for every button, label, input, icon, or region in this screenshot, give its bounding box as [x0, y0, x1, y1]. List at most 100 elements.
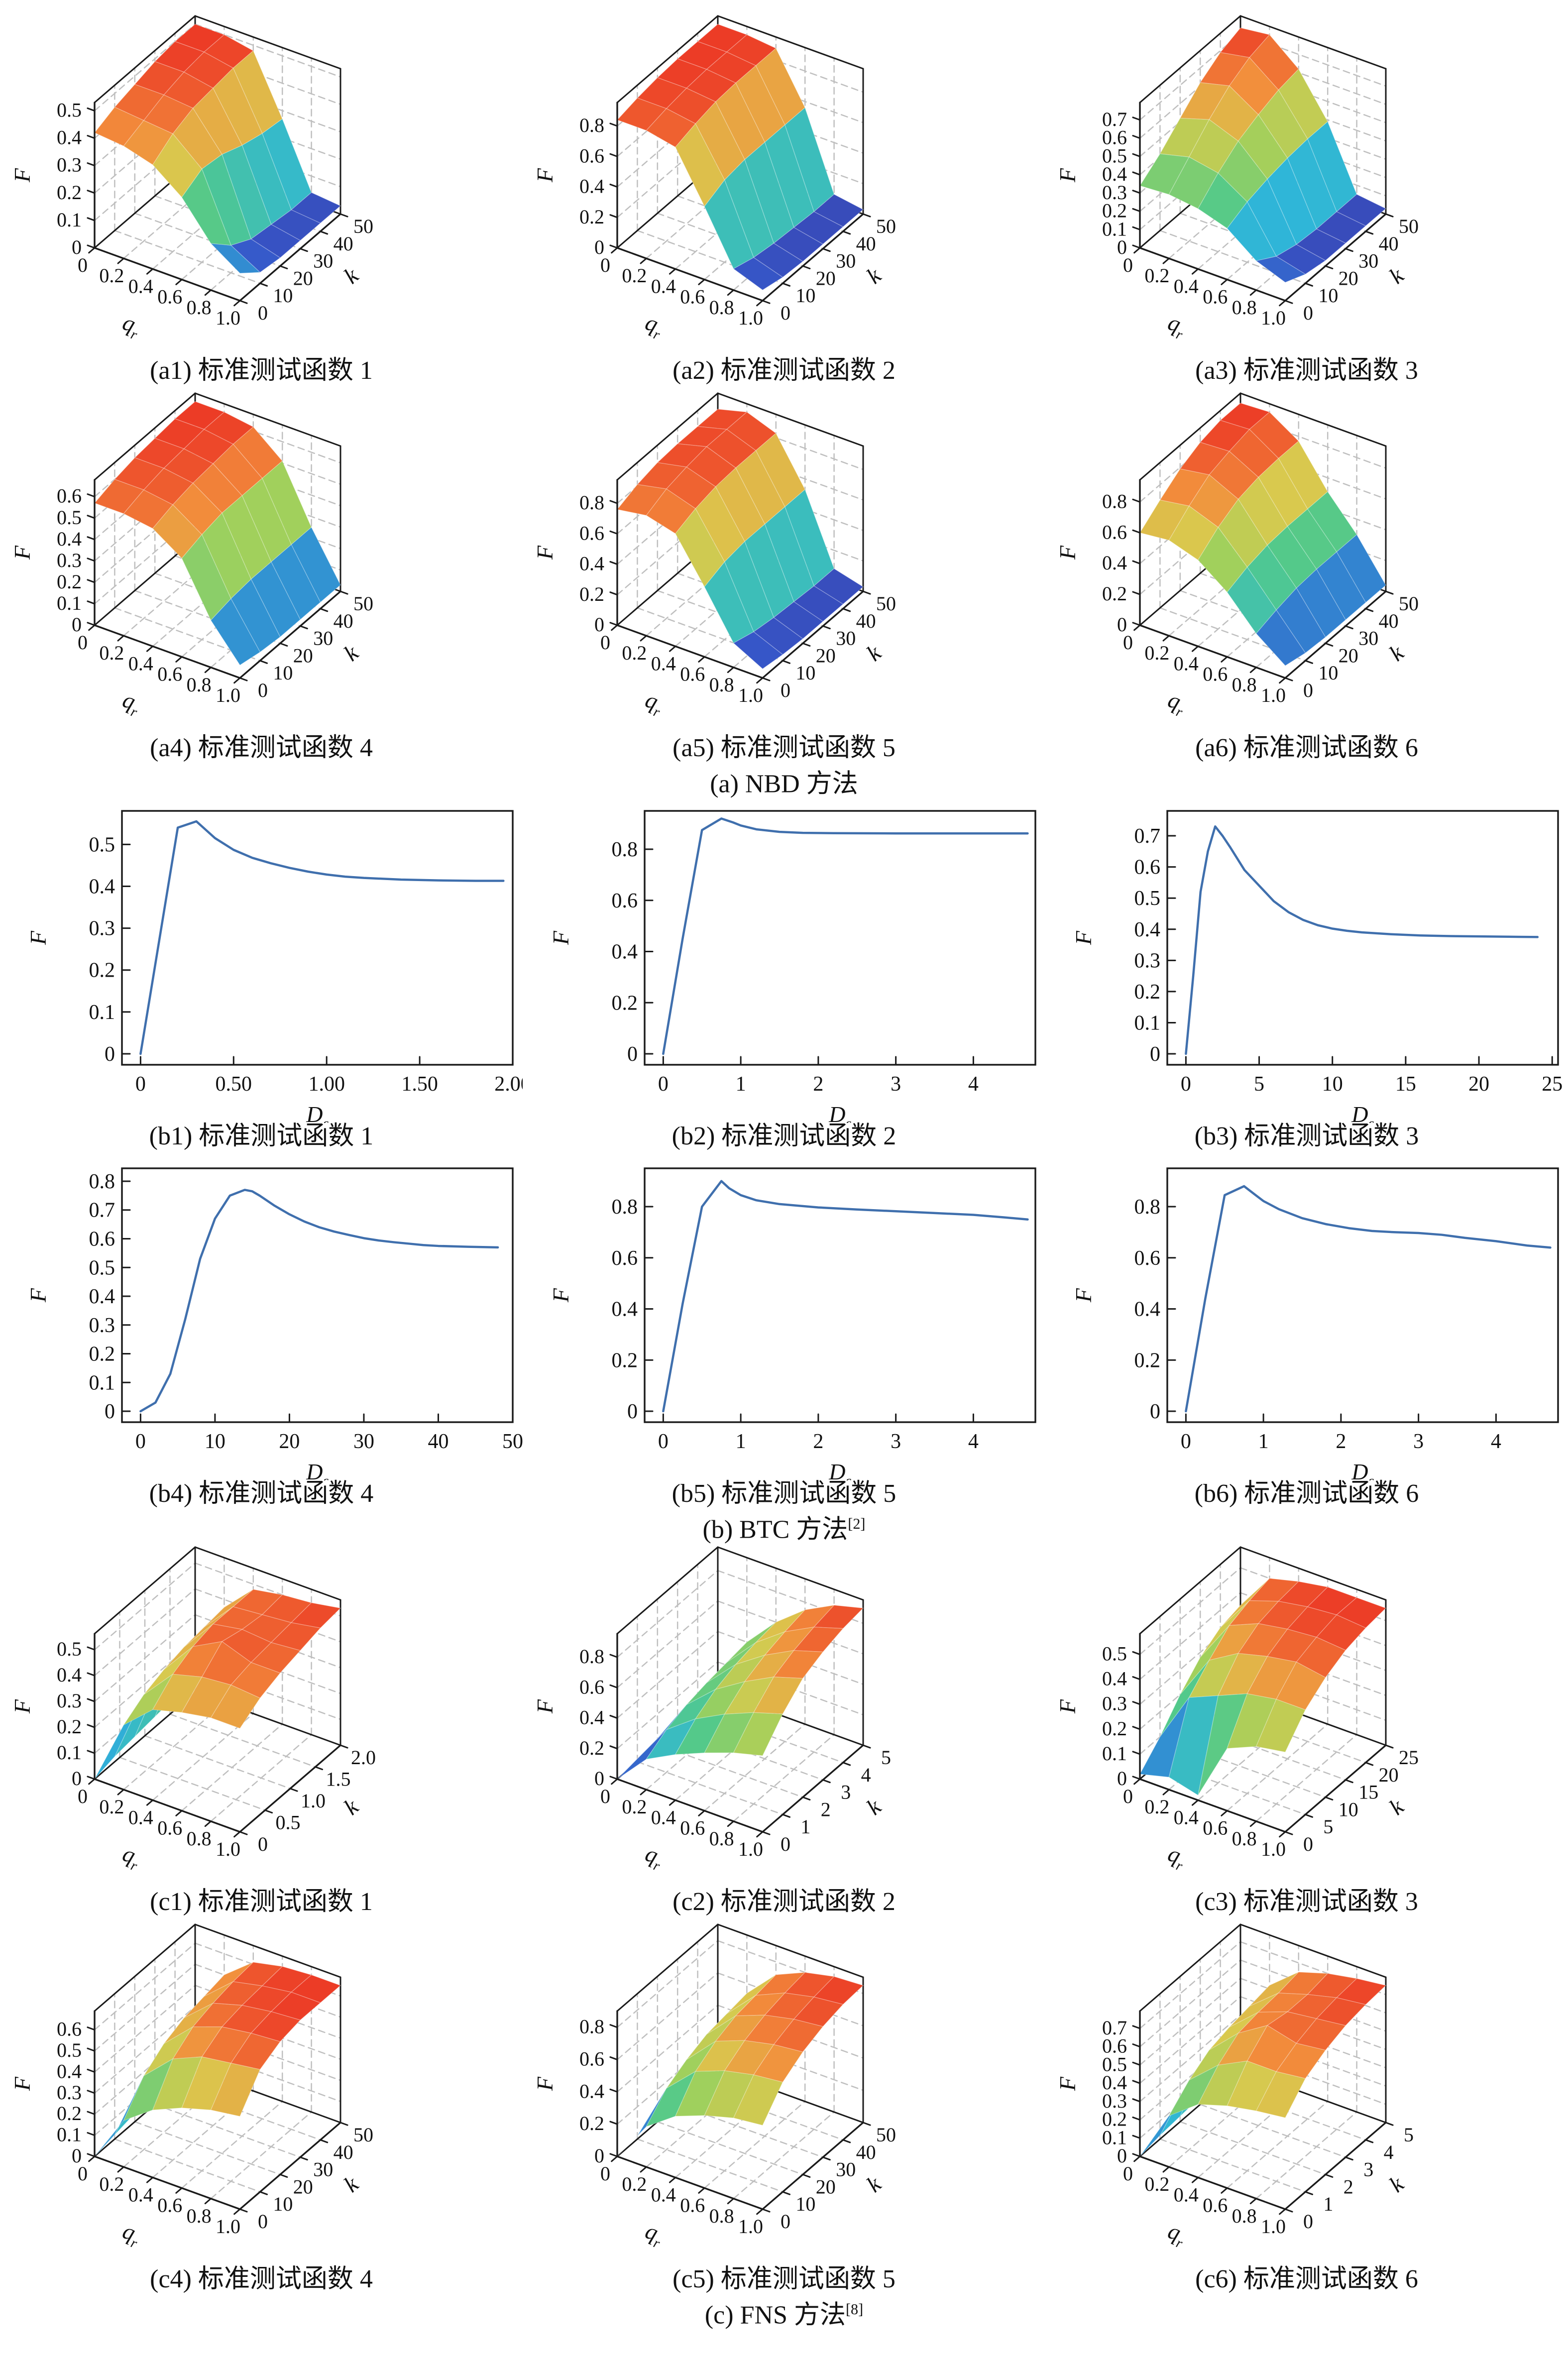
svg-text:0.2: 0.2 [1102, 2108, 1127, 2131]
svg-text:0.4: 0.4 [1134, 1298, 1161, 1321]
svg-text:0.4: 0.4 [57, 126, 82, 149]
svg-text:1.0: 1.0 [216, 2215, 240, 2238]
svg-text:0: 0 [1181, 1073, 1191, 1096]
svg-text:0.2: 0.2 [1134, 1349, 1161, 1372]
svg-text:0.2: 0.2 [99, 2173, 124, 2195]
section-caption-c: (c) FNS 方法[8] [0, 2295, 1568, 2329]
svg-text:F: F [548, 930, 573, 945]
row-a-bottom: 0 0.2 0.4 0.6 0.8 1.0 0 10 20 30 40 50 0 0.1 0.2 0.3 0.4… [0, 386, 1568, 764]
svg-text:0: 0 [594, 1767, 604, 1790]
line-plot-b5: 0 1 2 3 4 0 0.2 0.4 0.6 0.8 F Dε [548, 1167, 1036, 1480]
svg-text:0: 0 [1117, 236, 1127, 258]
svg-text:F: F [1071, 930, 1096, 945]
svg-text:30: 30 [836, 2158, 856, 2181]
svg-text:50: 50 [876, 215, 896, 237]
subplot-caption-b1: (b1) 标准测试函数 1 [149, 1122, 374, 1150]
svg-text:1.0: 1.0 [1261, 307, 1286, 329]
svg-text:F: F [1071, 1288, 1096, 1303]
svg-text:2: 2 [821, 1798, 831, 1820]
svg-text:0.6: 0.6 [579, 1676, 604, 1698]
svg-text:0.6: 0.6 [1102, 521, 1127, 543]
svg-text:0.2: 0.2 [57, 1715, 82, 1738]
surface-plot-c6: 0 0.2 0.4 0.6 0.8 1.0 01234500.10.20.30.40.50.… [1055, 1923, 1414, 2252]
svg-text:3: 3 [1413, 1430, 1424, 1453]
subplot-caption-b2: (b2) 标准测试函数 2 [672, 1122, 896, 1150]
svg-text:0.4: 0.4 [651, 1806, 676, 1828]
svg-text:30: 30 [313, 250, 333, 272]
subplot-a6: 0 0.2 0.4 0.6 0.8 1.0 0 10 20 30 40 50 0 0.2 0.4 0.6 0.8… [1045, 386, 1568, 764]
svg-text:0: 0 [1303, 1833, 1313, 1855]
subplot-c2: 0 0.2 0.4 0.6 0.8 1.0 0 1 2 3 4 5 0 0.2 0.4 0.6 0.8 qr k F … [523, 1540, 1045, 1917]
svg-text:0.6: 0.6 [89, 1228, 115, 1251]
svg-text:0.2: 0.2 [579, 1737, 604, 1759]
svg-text:0.6: 0.6 [612, 1247, 638, 1270]
svg-text:0.4: 0.4 [57, 1664, 82, 1686]
svg-text:0.4: 0.4 [651, 275, 676, 297]
subplot-caption-a5: (a5) 标准测试函数 5 [672, 734, 896, 762]
svg-text:0.8: 0.8 [187, 2205, 212, 2227]
svg-text:k: k [862, 640, 887, 666]
svg-text:0: 0 [781, 302, 790, 324]
line-plot-b4: 0 10 20 30 40 50 0 0.1 0.2 0.3 0.4 0.5 0.6 0.7 0.8 F Dε [25, 1167, 523, 1480]
svg-text:0.6: 0.6 [680, 2194, 705, 2217]
subplot-caption-b4: (b4) 标准测试函数 4 [149, 1479, 374, 1508]
svg-text:0.1: 0.1 [89, 1371, 115, 1394]
svg-text:F: F [9, 545, 35, 560]
svg-text:0.5: 0.5 [89, 833, 115, 856]
svg-text:0: 0 [1123, 631, 1133, 654]
svg-text:k: k [1384, 640, 1409, 666]
svg-text:0.3: 0.3 [57, 2081, 82, 2104]
subplot-caption-c4: (c4) 标准测试函数 4 [150, 2265, 373, 2293]
section-caption-a: (a) NBD 方法 [0, 764, 1568, 798]
svg-text:qr: qr [118, 1840, 144, 1874]
svg-text:50: 50 [353, 215, 373, 237]
svg-text:0.2: 0.2 [1144, 264, 1169, 287]
svg-text:0.6: 0.6 [157, 2194, 182, 2217]
svg-text:0.8: 0.8 [187, 674, 212, 696]
svg-text:k: k [1384, 262, 1409, 289]
svg-text:0.1: 0.1 [89, 1001, 115, 1024]
svg-text:F: F [532, 545, 558, 560]
svg-text:0.5: 0.5 [1102, 1643, 1127, 1665]
svg-text:0.8: 0.8 [1232, 296, 1257, 319]
subplot-a2: 0 0.2 0.4 0.6 0.8 1.0 0 10 20 30 40 50 0 0.2 0.4 0.6 0.8… [523, 9, 1045, 386]
subplot-caption-c2: (c2) 标准测试函数 2 [672, 1888, 896, 1916]
svg-text:0: 0 [105, 1400, 115, 1423]
svg-text:0.6: 0.6 [1203, 286, 1228, 308]
svg-text:0.2: 0.2 [57, 570, 82, 593]
svg-text:F: F [532, 1699, 558, 1714]
svg-text:0.4: 0.4 [128, 2183, 153, 2206]
svg-text:5: 5 [1323, 1815, 1333, 1838]
svg-text:0: 0 [1123, 2162, 1133, 2185]
svg-text:0.8: 0.8 [579, 2016, 604, 2038]
svg-text:0.3: 0.3 [1102, 1692, 1127, 1715]
svg-text:25: 25 [1399, 1746, 1419, 1769]
svg-text:1: 1 [1323, 2193, 1333, 2215]
svg-text:0.8: 0.8 [709, 674, 734, 696]
svg-text:0.4: 0.4 [128, 652, 153, 675]
svg-text:4: 4 [1384, 2141, 1394, 2163]
svg-text:0: 0 [72, 236, 82, 258]
svg-text:0.4: 0.4 [579, 2080, 604, 2102]
svg-text:0.2: 0.2 [99, 1796, 124, 1818]
svg-text:0.6: 0.6 [1102, 2035, 1127, 2057]
svg-text:2.0: 2.0 [351, 1746, 376, 1769]
svg-text:0.6: 0.6 [579, 2048, 604, 2070]
svg-text:0.4: 0.4 [128, 275, 153, 297]
svg-text:0: 0 [1117, 1767, 1127, 1790]
svg-text:0.2: 0.2 [99, 264, 124, 287]
svg-text:0.8: 0.8 [709, 296, 734, 319]
svg-text:20: 20 [816, 2175, 836, 2198]
svg-text:0.8: 0.8 [1232, 674, 1257, 696]
svg-text:3: 3 [891, 1430, 901, 1453]
subplot-b4: 0102030405000.10.20.30.40.50.60.70.8FDε … [0, 1152, 523, 1509]
svg-text:0.2: 0.2 [579, 206, 604, 228]
svg-text:0.7: 0.7 [89, 1199, 115, 1222]
svg-text:0.2: 0.2 [89, 1343, 115, 1366]
svg-text:1.0: 1.0 [216, 1838, 240, 1860]
svg-text:Dε: Dε [828, 1459, 851, 1480]
svg-text:0.2: 0.2 [1144, 2173, 1169, 2195]
svg-text:0: 0 [600, 254, 610, 276]
svg-text:0: 0 [781, 2210, 790, 2233]
svg-text:qr: qr [641, 309, 667, 343]
